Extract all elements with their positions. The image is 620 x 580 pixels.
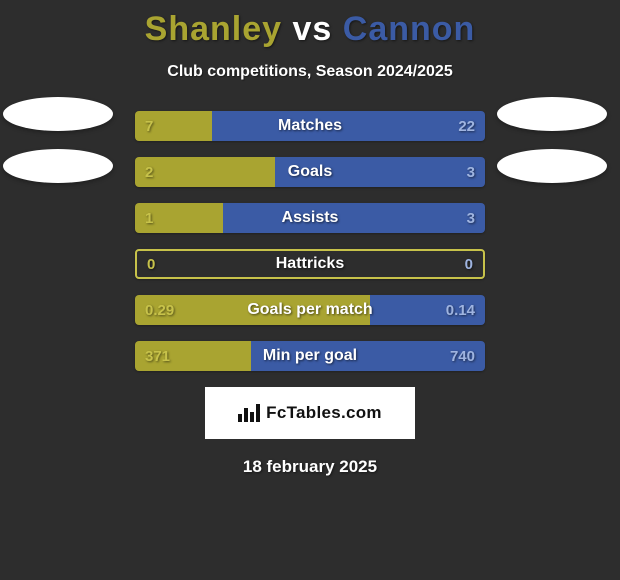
stat-value-player1: 0 [147, 251, 155, 277]
stat-value-player2: 3 [467, 157, 475, 187]
title-vs: vs [293, 10, 333, 48]
stat-row: 13Assists [135, 203, 485, 233]
stat-value-player1: 2 [145, 157, 153, 187]
title-player2: Cannon [343, 10, 476, 48]
stat-value-player2: 0 [465, 251, 473, 277]
stat-rows: 722Matches23Goals13Assists00Hattricks0.2… [135, 111, 485, 371]
stats-region: 722Matches23Goals13Assists00Hattricks0.2… [0, 111, 620, 371]
stat-row: 23Goals [135, 157, 485, 187]
club-badge-player1-b [3, 149, 113, 183]
stat-value-player2: 22 [458, 111, 475, 141]
stat-row: 722Matches [135, 111, 485, 141]
stat-value-player2: 3 [467, 203, 475, 233]
bar-fill-player2 [275, 157, 485, 187]
stat-value-player1: 0.29 [145, 295, 174, 325]
fctables-logo[interactable]: FcTables.com [205, 387, 415, 439]
stat-row: 371740Min per goal [135, 341, 485, 371]
stat-value-player2: 0.14 [446, 295, 475, 325]
logo-text: FcTables.com [266, 403, 382, 423]
stat-value-player1: 1 [145, 203, 153, 233]
stat-value-player1: 371 [145, 341, 170, 371]
stat-label: Hattricks [137, 251, 483, 277]
title-player1: Shanley [145, 10, 282, 48]
stat-row: 0 0Hattricks [135, 249, 485, 279]
bar-fill-player1 [135, 157, 275, 187]
stat-value-player2: 740 [450, 341, 475, 371]
stat-value-player1: 7 [145, 111, 153, 141]
stat-row: 0.290.14Goals per match [135, 295, 485, 325]
date-label: 18 february 2025 [0, 457, 620, 477]
subtitle: Club competitions, Season 2024/2025 [0, 63, 620, 81]
bar-fill-player2 [223, 203, 486, 233]
page-title: Shanley vs Cannon [0, 0, 620, 49]
logo-bars-icon [238, 404, 260, 422]
club-badge-player1-a [3, 97, 113, 131]
bar-fill-player2 [212, 111, 485, 141]
club-badge-player2-a [497, 97, 607, 131]
club-badge-player2-b [497, 149, 607, 183]
